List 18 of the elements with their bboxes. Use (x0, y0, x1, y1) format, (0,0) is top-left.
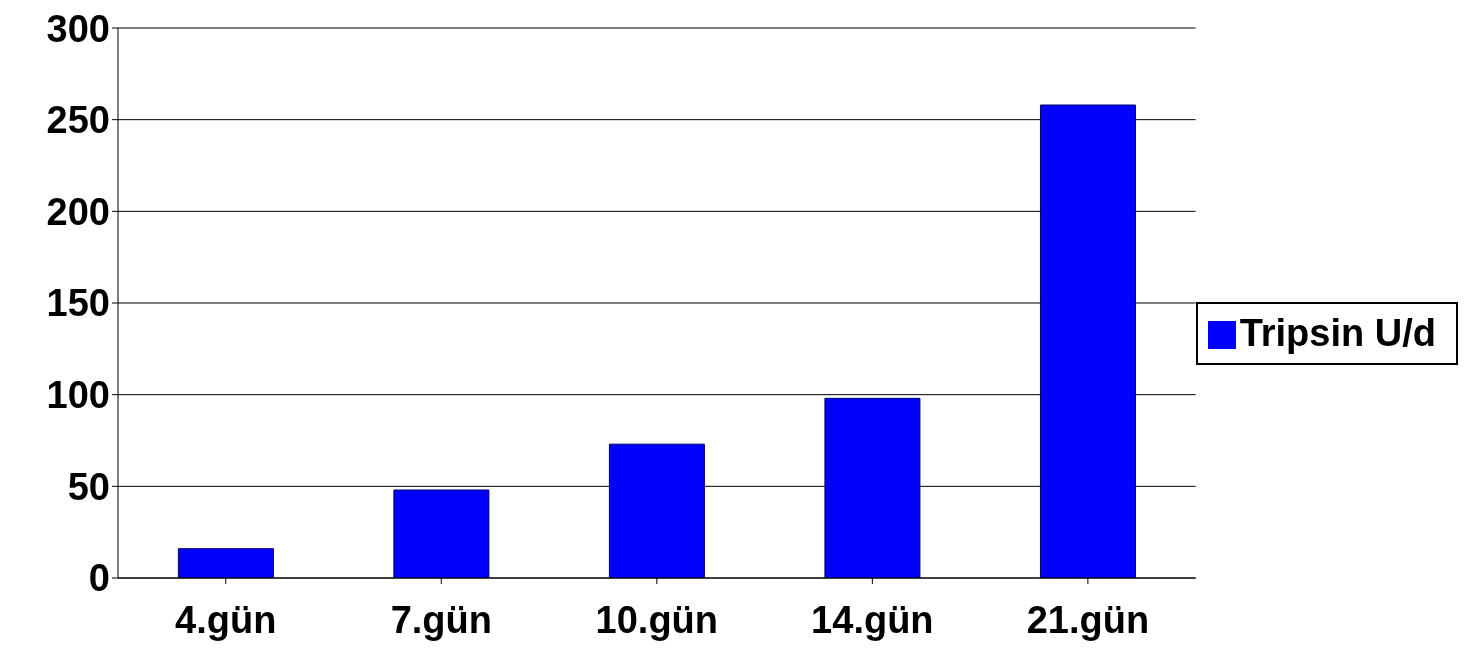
y-tick-label: 100 (46, 374, 110, 417)
x-tick-label: 7.gün (390, 598, 492, 641)
bar (1039, 104, 1136, 578)
x-tick-label: 4.gün (175, 598, 277, 641)
bar (608, 443, 705, 578)
x-tick-label: 14.gün (811, 598, 934, 641)
y-tick-label: 0 (88, 557, 110, 600)
bar (824, 397, 921, 578)
y-tick-label: 50 (67, 465, 110, 508)
bar (393, 489, 490, 578)
y-tick-label: 300 (46, 7, 110, 50)
x-tick-label: 21.gün (1026, 598, 1150, 641)
y-tick-label: 150 (46, 282, 110, 325)
x-tick-label: 10.gün (595, 598, 719, 641)
y-tick-label: 250 (46, 99, 110, 142)
legend-label: Tripsin U/d (1239, 311, 1436, 354)
bar (177, 548, 274, 578)
y-tick-label: 200 (46, 190, 110, 233)
